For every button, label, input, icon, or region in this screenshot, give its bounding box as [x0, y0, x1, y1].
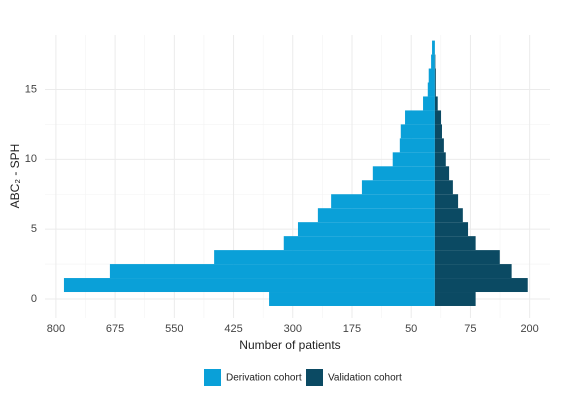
y-tick-label: 10 [25, 153, 37, 165]
bar [434, 82, 436, 97]
bar [434, 96, 438, 111]
bar [434, 222, 469, 237]
bar [214, 250, 435, 265]
bar [423, 96, 435, 111]
y-tick-label: 0 [31, 293, 37, 305]
bar [434, 68, 436, 83]
bar [331, 194, 435, 209]
bar [399, 138, 435, 153]
bar [434, 278, 528, 293]
bar [434, 124, 442, 139]
bar [434, 180, 453, 195]
x-axis-label: Number of patients [239, 338, 340, 352]
legend-label: Validation cohort [328, 373, 402, 384]
x-tick-label: 175 [343, 323, 361, 335]
bar [434, 236, 476, 251]
bar [434, 194, 459, 209]
bar [434, 166, 450, 181]
bar [317, 208, 435, 223]
bar [434, 152, 446, 167]
bar [392, 152, 435, 167]
bar [431, 54, 435, 69]
x-tick-label: 800 [47, 323, 65, 335]
bar [432, 40, 435, 55]
bar [372, 166, 435, 181]
y-tick-label: 5 [31, 223, 37, 235]
bar [405, 110, 435, 125]
bar [434, 208, 463, 223]
bar [434, 250, 500, 265]
y-tick-label: 15 [25, 83, 37, 95]
bar [434, 292, 476, 306]
legend-label: Derivation cohort [226, 373, 302, 384]
bar [434, 264, 512, 279]
legend-swatch [306, 369, 323, 386]
x-tick-label: 200 [520, 323, 538, 335]
bar [434, 138, 444, 153]
bar [63, 278, 435, 293]
bar [297, 222, 435, 237]
x-tick-label: 50 [405, 323, 417, 335]
bar [269, 292, 435, 306]
y-axis-label: ABC₂ - SPH [8, 144, 22, 209]
x-tick-label: 550 [165, 323, 183, 335]
x-tick-label: 675 [106, 323, 124, 335]
bar [400, 124, 435, 139]
legend-swatch [204, 369, 221, 386]
bar [109, 264, 435, 279]
bar [434, 110, 442, 125]
x-tick-label: 425 [224, 323, 242, 335]
bar [361, 180, 435, 195]
bar [283, 236, 435, 251]
x-tick-label: 75 [464, 323, 476, 335]
x-tick-label: 300 [284, 323, 302, 335]
bar [427, 82, 435, 97]
bar [428, 68, 435, 83]
